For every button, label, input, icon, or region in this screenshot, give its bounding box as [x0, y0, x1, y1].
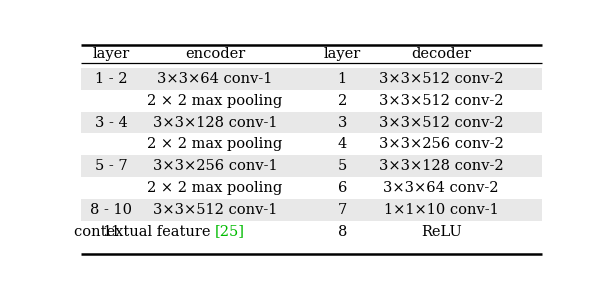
Text: 2 × 2 max pooling: 2 × 2 max pooling [147, 181, 283, 195]
Bar [81, 68, 542, 90]
Text: 3×3×512 conv-2: 3×3×512 conv-2 [379, 72, 503, 86]
Text: [25]: [25] [215, 225, 245, 239]
Text: 3×3×128 conv-2: 3×3×128 conv-2 [379, 159, 503, 173]
Text: 2 × 2 max pooling: 2 × 2 max pooling [147, 94, 283, 108]
Text: 1: 1 [337, 72, 347, 86]
Text: 3×3×256 conv-1: 3×3×256 conv-1 [153, 159, 277, 173]
Bar [81, 199, 542, 221]
Text: 6: 6 [337, 181, 347, 195]
Text: decoder: decoder [411, 47, 471, 61]
Text: contextual feature: contextual feature [74, 225, 215, 239]
Text: 3×3×512 conv-2: 3×3×512 conv-2 [379, 116, 503, 130]
Text: 3 - 4: 3 - 4 [95, 116, 128, 130]
Text: 3×3×512 conv-1: 3×3×512 conv-1 [153, 203, 277, 217]
Text: 1 - 2: 1 - 2 [95, 72, 128, 86]
Text: layer: layer [92, 47, 130, 61]
Text: 3×3×128 conv-1: 3×3×128 conv-1 [153, 116, 277, 130]
Text: 3×3×256 conv-2: 3×3×256 conv-2 [379, 137, 503, 151]
Text: 1×1×10 conv-1: 1×1×10 conv-1 [384, 203, 499, 217]
Text: encoder: encoder [185, 47, 245, 61]
Text: 2: 2 [337, 94, 347, 108]
Text: 5 - 7: 5 - 7 [95, 159, 128, 173]
Text: layer: layer [323, 47, 361, 61]
Bar [81, 155, 542, 177]
Text: 3×3×64 conv-1: 3×3×64 conv-1 [157, 72, 273, 86]
Text: 5: 5 [337, 159, 347, 173]
Text: 11: 11 [102, 225, 120, 239]
Text: 3×3×64 conv-2: 3×3×64 conv-2 [384, 181, 499, 195]
Text: 8 - 10: 8 - 10 [91, 203, 133, 217]
Text: 8: 8 [337, 225, 347, 239]
Text: 3: 3 [337, 116, 347, 130]
Bar [81, 112, 542, 133]
Text: 3×3×512 conv-2: 3×3×512 conv-2 [379, 94, 503, 108]
Text: 7: 7 [337, 203, 347, 217]
Text: ReLU: ReLU [421, 225, 461, 239]
Text: 2 × 2 max pooling: 2 × 2 max pooling [147, 137, 283, 151]
Text: 4: 4 [337, 137, 347, 151]
